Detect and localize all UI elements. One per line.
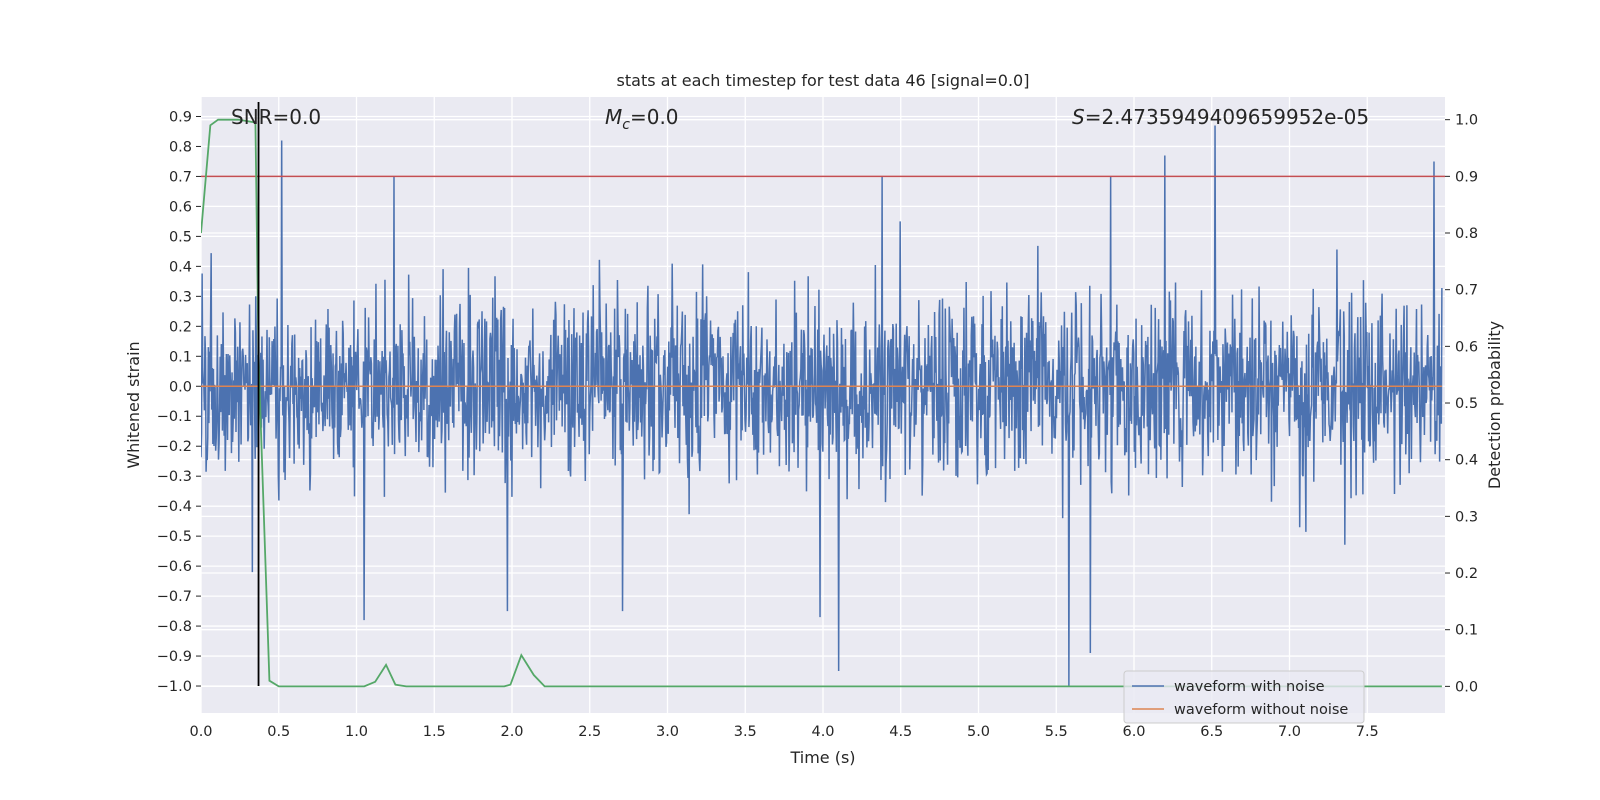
y-tick-label: 0.3 <box>169 289 192 305</box>
y-tick-label: 0.6 <box>169 199 192 215</box>
legend-label-waveform-without-noise: waveform without noise <box>1174 702 1348 718</box>
legend-box <box>1123 670 1365 724</box>
y2-tick-label: 1.0 <box>1455 113 1478 129</box>
legend: waveform with noise waveform without noi… <box>1123 670 1365 724</box>
y-tick-label: 0.0 <box>169 379 192 395</box>
y2-tick-label: 0.9 <box>1455 169 1478 185</box>
y-tick-label: −0.5 <box>157 529 192 545</box>
x-tick-label: 7.5 <box>1356 724 1379 740</box>
x-tick-label: 5.0 <box>967 724 990 740</box>
x-tick-label: 0.5 <box>267 724 290 740</box>
y-tick-label: −0.6 <box>157 559 192 575</box>
series-waveform-with-noise <box>201 125 1443 687</box>
y-tick-label: −0.8 <box>157 619 192 635</box>
x-tick-label: 4.0 <box>811 724 834 740</box>
line-series-layer <box>201 102 1445 688</box>
y-tick-label: 0.8 <box>169 139 192 155</box>
x-tick-label: 2.0 <box>500 724 523 740</box>
y-tick-label: 0.5 <box>169 229 192 245</box>
tick-labels: 0.0 0.5 1.0 1.5 2.0 2.5 3.0 3.5 4.0 4.5 5.0 5.5 6.0 6… <box>157 109 1478 740</box>
x-tick-label: 0.0 <box>189 724 212 740</box>
y2-tick-label: 0.6 <box>1455 339 1478 355</box>
y2-tick-label: 0.1 <box>1455 623 1478 639</box>
x-tick-label: 2.5 <box>578 724 601 740</box>
x-tick-label: 1.0 <box>345 724 368 740</box>
x-tick-label: 1.5 <box>423 724 446 740</box>
statistic-symbol: S <box>1072 105 1085 129</box>
y-tick-label: 0.7 <box>169 169 192 185</box>
x-tick-label: 4.5 <box>889 724 912 740</box>
y-tick-label: −0.2 <box>157 439 192 455</box>
y-tick-label: −1.0 <box>157 679 192 695</box>
y2-tick-label: 0.0 <box>1455 679 1478 695</box>
x-tick-label: 5.5 <box>1045 724 1068 740</box>
y2-tick-label: 0.3 <box>1455 509 1478 525</box>
y2-tick-label: 0.4 <box>1455 453 1478 469</box>
x-tick-label: 3.5 <box>734 724 757 740</box>
chirp-mass-subscript: c <box>622 117 630 133</box>
y-tick-label: −0.1 <box>157 409 192 425</box>
x-tick-label: 7.0 <box>1278 724 1301 740</box>
chart-title: stats at each timestep for test data 46 … <box>617 71 1030 90</box>
statistic-value: =2.4735949409659952e-05 <box>1085 105 1369 129</box>
snr-annotation: SNR=0.0 <box>231 105 321 129</box>
x-tick-label: 6.0 <box>1122 724 1145 740</box>
y2-tick-label: 0.8 <box>1455 226 1478 242</box>
y-tick-label: 0.9 <box>169 109 192 125</box>
y-tick-label: −0.4 <box>157 499 192 515</box>
y-tick-label: 0.2 <box>169 319 192 335</box>
y-tick-label: −0.3 <box>157 469 192 485</box>
noise-series-layer <box>201 125 1443 687</box>
chirp-mass-symbol: M <box>605 105 622 129</box>
chirp-mass-value: =0.0 <box>630 105 679 129</box>
y-tick-label: −0.9 <box>157 649 192 665</box>
legend-label-waveform-with-noise: waveform with noise <box>1174 679 1325 695</box>
series-detection-probability <box>201 118 1442 688</box>
x-tick-label: 6.5 <box>1200 724 1223 740</box>
y2-tick-label: 0.7 <box>1455 283 1478 299</box>
y2-tick-label: 0.2 <box>1455 566 1478 582</box>
statistic-annotation: S=2.4735949409659952e-05 <box>1072 105 1369 129</box>
chirp-mass-annotation: Mc=0.0 <box>605 105 679 133</box>
x-tick-label: 3.0 <box>656 724 679 740</box>
right-y-axis-title: Detection probability <box>1485 321 1504 489</box>
y-tick-label: 0.4 <box>169 259 192 275</box>
x-axis-title: Time (s) <box>789 748 855 767</box>
y-tick-label: −0.7 <box>157 589 192 605</box>
y-tick-label: 0.1 <box>169 349 192 365</box>
y2-tick-label: 0.5 <box>1455 396 1478 412</box>
y-axis-title: Whitened strain <box>124 341 143 468</box>
